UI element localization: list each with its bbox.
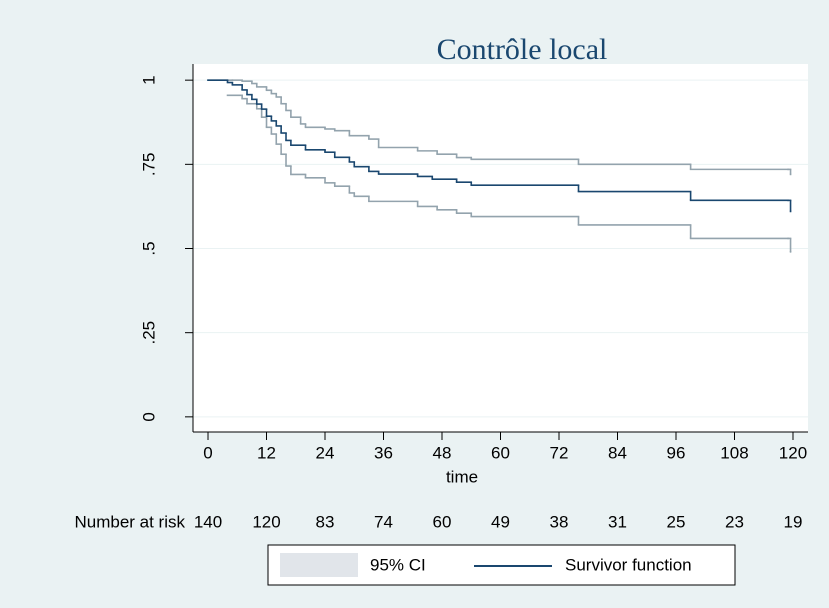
x-tick-label: 0 [203, 443, 212, 462]
at-risk-value: 120 [252, 512, 280, 531]
legend-swatch-ci [280, 553, 358, 577]
at-risk-value: 140 [194, 512, 222, 531]
x-tick-label: 72 [550, 443, 569, 462]
x-tick-label: 108 [720, 443, 748, 462]
plot-area [193, 64, 808, 432]
y-tick-label: .5 [139, 241, 158, 255]
legend-label: Survivor function [565, 555, 692, 574]
x-axis-label: time [446, 467, 478, 486]
y-tick-label: 1 [139, 75, 158, 84]
x-tick-label: 48 [433, 443, 452, 462]
x-tick-label: 120 [779, 443, 807, 462]
at-risk-value: 60 [433, 512, 452, 531]
x-tick-label: 96 [667, 443, 686, 462]
at-risk-label: Number at risk [74, 512, 185, 531]
legend-label: 95% CI [370, 555, 426, 574]
y-tick-label: .75 [139, 153, 158, 177]
at-risk-value: 23 [725, 512, 744, 531]
at-risk-value: 83 [316, 512, 335, 531]
at-risk-value: 74 [374, 512, 393, 531]
at-risk-value: 25 [667, 512, 686, 531]
chart-title: Contrôle local [437, 33, 608, 66]
x-tick-label: 36 [374, 443, 393, 462]
x-tick-label: 12 [257, 443, 276, 462]
y-tick-label: 0 [139, 412, 158, 421]
x-tick-label: 60 [491, 443, 510, 462]
at-risk-value: 49 [491, 512, 510, 531]
x-tick-label: 84 [608, 443, 627, 462]
at-risk-value: 38 [550, 512, 569, 531]
y-tick-label: .25 [139, 321, 158, 345]
at-risk-value: 19 [784, 512, 803, 531]
at-risk-value: 31 [608, 512, 627, 531]
x-tick-label: 24 [316, 443, 335, 462]
